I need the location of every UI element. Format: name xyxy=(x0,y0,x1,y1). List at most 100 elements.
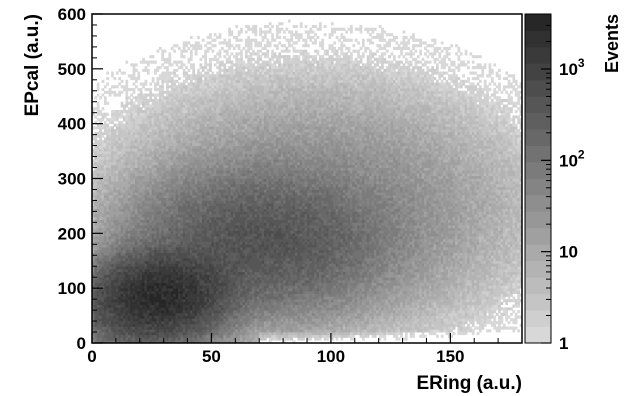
heatmap-cell xyxy=(99,134,102,138)
heatmap-cell xyxy=(92,310,95,314)
heatmap-cell xyxy=(161,227,165,231)
heatmap-cell xyxy=(166,96,169,100)
heatmap-cell xyxy=(113,222,117,226)
heatmap-cell xyxy=(182,296,186,300)
heatmap-cell xyxy=(199,266,203,270)
heatmap-cell xyxy=(115,183,119,188)
heatmap-cell xyxy=(199,279,203,284)
heatmap-cell xyxy=(158,112,162,116)
heatmap-cell xyxy=(158,129,162,133)
heatmap-cell xyxy=(194,318,198,322)
heatmap-cell xyxy=(111,252,114,256)
heatmap-cell xyxy=(123,123,126,127)
heatmap-cell xyxy=(189,107,193,111)
heatmap-cell xyxy=(156,164,160,168)
heatmap-cell xyxy=(206,323,210,327)
heatmap-cell xyxy=(185,252,188,256)
heatmap-cell xyxy=(204,194,208,199)
heatmap-cell xyxy=(163,299,167,303)
heatmap-cell xyxy=(115,222,119,226)
heatmap-cell xyxy=(144,238,148,242)
heatmap-cell xyxy=(149,115,153,119)
heatmap-cell xyxy=(118,145,122,149)
heatmap-cell xyxy=(158,249,162,253)
heatmap-cell xyxy=(163,219,167,223)
heatmap-cell xyxy=(154,142,157,146)
heatmap-cell xyxy=(142,181,145,185)
heatmap-cell xyxy=(187,233,191,237)
heatmap-cell xyxy=(123,279,126,284)
heatmap-cell xyxy=(189,109,193,114)
heatmap-cell xyxy=(178,194,181,199)
heatmap-cell xyxy=(106,233,110,237)
heatmap-cell xyxy=(125,293,129,297)
heatmap-cell xyxy=(123,137,126,141)
heatmap-cell xyxy=(173,118,176,122)
heatmap-cell xyxy=(120,183,124,188)
heatmap-cell xyxy=(192,192,196,196)
heatmap-cell xyxy=(189,225,193,229)
heatmap-cell xyxy=(182,219,186,223)
heatmap-cell xyxy=(113,115,117,119)
heatmap-cell xyxy=(168,290,172,294)
heatmap-cell xyxy=(146,249,150,253)
heatmap-cell xyxy=(192,109,196,114)
heatmap-cell xyxy=(166,153,169,157)
heatmap-cell xyxy=(163,238,167,242)
heatmap-cell xyxy=(154,107,157,111)
heatmap-cell xyxy=(111,194,114,199)
heatmap-cell xyxy=(194,123,198,127)
heatmap-cell xyxy=(99,123,102,127)
heatmap-cell xyxy=(161,247,165,251)
heatmap-cell xyxy=(204,329,208,333)
heatmap-cell xyxy=(178,88,181,92)
heatmap-cell xyxy=(120,307,124,311)
heatmap-cell xyxy=(206,340,210,344)
heatmap-cell xyxy=(166,323,169,327)
heatmap-cell xyxy=(146,230,150,234)
heatmap-cell xyxy=(94,244,98,248)
heatmap-cell xyxy=(137,134,141,138)
heatmap-cell xyxy=(103,200,107,204)
heatmap-cell xyxy=(96,312,100,316)
heatmap-cell xyxy=(175,277,179,281)
heatmap-cell xyxy=(213,337,217,341)
heatmap-cell xyxy=(199,277,203,281)
heatmap-cell xyxy=(130,192,133,196)
heatmap-cell xyxy=(149,134,153,138)
heatmap-cell xyxy=(178,211,181,215)
heatmap-cell xyxy=(163,244,167,248)
heatmap-cell xyxy=(163,109,167,114)
heatmap-cell xyxy=(146,219,150,223)
heatmap-cell xyxy=(106,304,110,308)
heatmap-cell xyxy=(149,340,153,344)
heatmap-cell xyxy=(187,203,191,207)
heatmap-cell xyxy=(139,208,143,212)
heatmap-cell xyxy=(170,93,174,97)
heatmap-cell xyxy=(99,170,102,174)
heatmap-cell xyxy=(125,233,129,237)
heatmap-cell xyxy=(166,189,169,193)
heatmap-cell xyxy=(194,109,198,114)
heatmap-cell xyxy=(192,236,196,240)
heatmap-cell xyxy=(175,115,179,119)
heatmap-cell xyxy=(209,118,212,122)
heatmap-cell xyxy=(135,252,138,256)
heatmap-cell xyxy=(192,252,196,256)
heatmap-cell xyxy=(178,200,181,204)
heatmap-cell xyxy=(146,334,150,338)
heatmap-cell xyxy=(142,189,145,193)
heatmap-cell xyxy=(106,258,110,262)
heatmap-cell xyxy=(189,118,193,122)
heatmap-cell xyxy=(132,236,136,240)
heatmap-cell xyxy=(149,321,153,325)
heatmap-cell xyxy=(211,49,215,53)
heatmap-cell xyxy=(197,274,200,278)
heatmap-cell xyxy=(151,282,155,286)
heatmap-cell xyxy=(194,156,198,160)
heatmap-cell xyxy=(211,115,215,119)
heatmap-cell xyxy=(111,164,114,168)
heatmap-cell xyxy=(123,129,126,133)
heatmap-cell xyxy=(173,96,176,100)
heatmap-cell xyxy=(201,266,205,270)
